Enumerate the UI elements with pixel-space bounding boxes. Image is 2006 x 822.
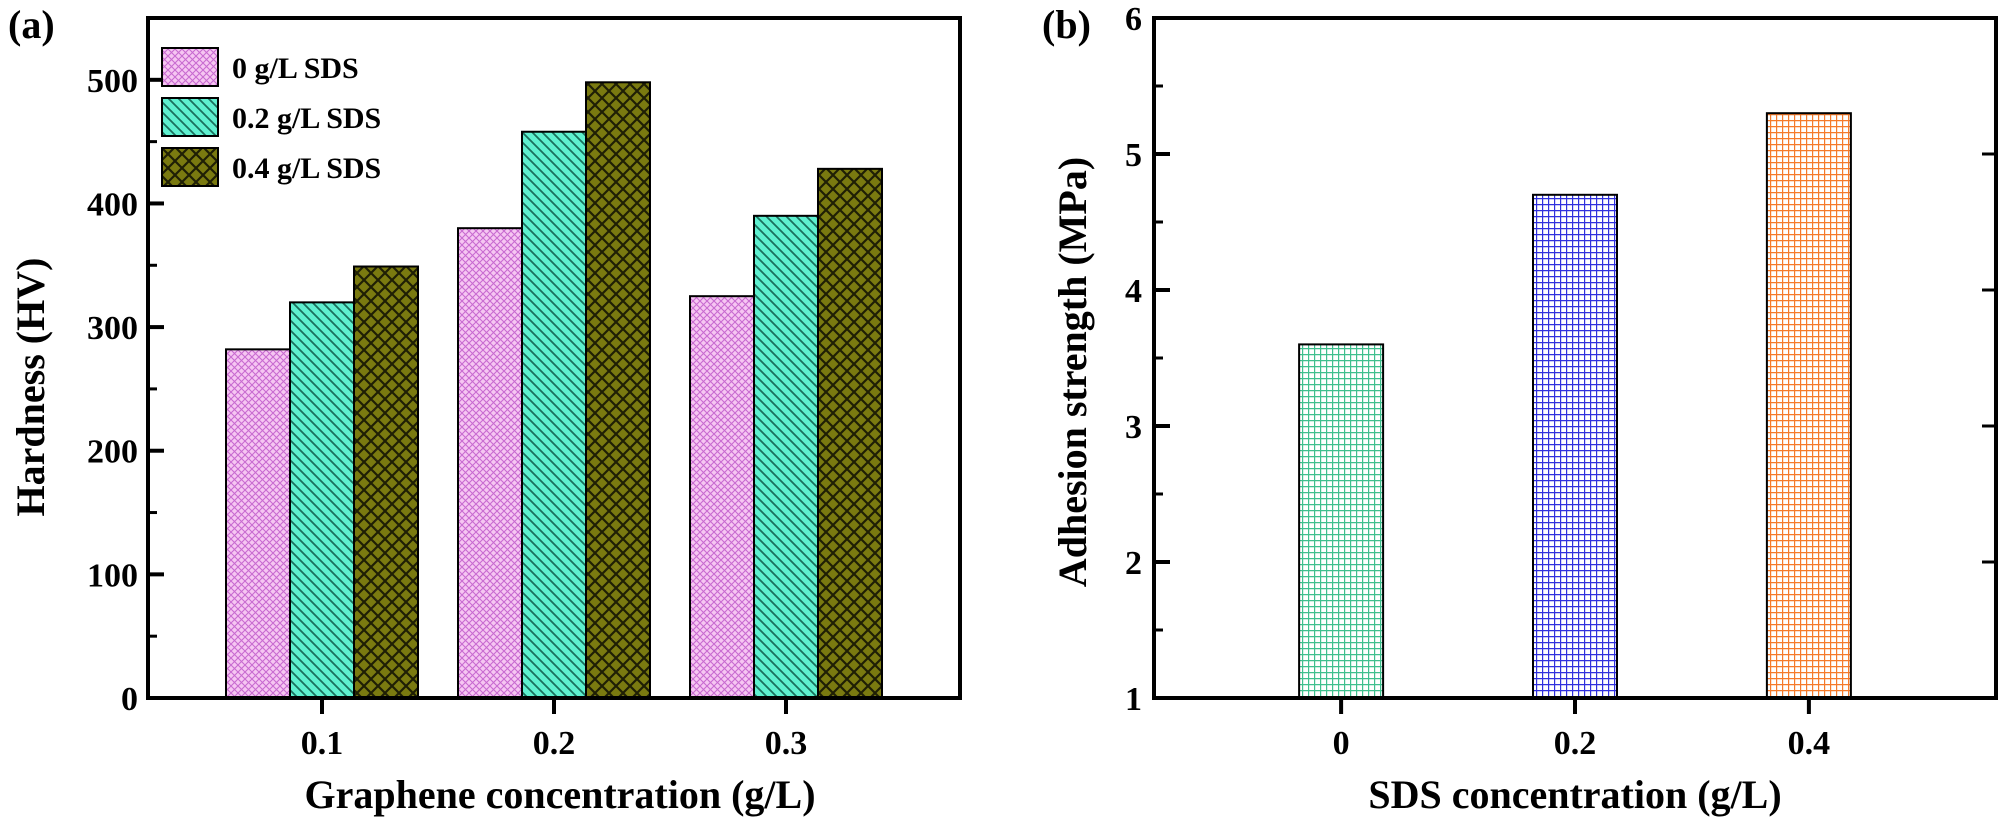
y-tick-label: 400 — [87, 186, 138, 223]
bar — [817, 167, 883, 699]
y-tick-label: 4 — [1125, 273, 1142, 310]
ticks-b: 0 0.2 0.4 1 2 3 4 5 6 — [1125, 1, 1996, 762]
y-tick-label: 100 — [87, 557, 138, 594]
panel-label-b: (b) — [1042, 2, 1091, 47]
bar — [457, 227, 523, 699]
x-tick-label: 0 — [1333, 725, 1350, 762]
bars-b — [1298, 112, 1852, 700]
bar — [689, 295, 755, 699]
x-tick-label: 0.2 — [533, 725, 576, 762]
y-tick-label: 0 — [121, 681, 138, 718]
bars-a — [225, 81, 883, 700]
legend-label: 0 g/L SDS — [232, 52, 359, 85]
legend-a: 0 g/L SDS 0.2 g/L SDS 0.4 g/L SDS — [161, 47, 381, 187]
chart-panel-a: (a) Hardness (HV) Graphene concentration… — [8, 2, 962, 817]
bar — [1532, 193, 1618, 700]
x-tick-label: 0.3 — [765, 725, 808, 762]
chart-panel-b: (b) Adhesion strength (MPa) SDS concentr… — [1042, 1, 1998, 817]
y-tick-label: 500 — [87, 63, 138, 100]
y-tick-label: 200 — [87, 434, 138, 471]
bar — [353, 265, 419, 699]
bar — [1765, 112, 1852, 699]
x-tick-label: 0.2 — [1554, 725, 1597, 762]
bar — [1298, 343, 1385, 699]
ticks-a: 0.1 0.2 0.3 0 100 200 300 400 500 — [87, 63, 807, 762]
y-tick-label: 1 — [1125, 681, 1142, 718]
bar — [225, 348, 291, 699]
legend-label: 0.4 g/L SDS — [232, 152, 381, 185]
x-tick-label: 0.1 — [301, 725, 344, 762]
y-tick-label: 5 — [1125, 137, 1142, 174]
legend-swatch — [161, 147, 219, 187]
legend-label: 0.2 g/L SDS — [232, 102, 381, 135]
y-tick-label: 6 — [1125, 1, 1142, 38]
bar — [289, 301, 355, 699]
bar — [521, 130, 587, 699]
x-axis-title-b: SDS concentration (g/L) — [1368, 772, 1781, 817]
bar — [585, 81, 651, 700]
y-axis-title-b: Adhesion strength (MPa) — [1050, 157, 1095, 587]
legend-swatch — [161, 47, 219, 87]
legend-swatch — [161, 97, 219, 137]
x-axis-title-a: Graphene concentration (g/L) — [304, 772, 815, 817]
y-tick-label: 300 — [87, 310, 138, 347]
x-tick-label: 0.4 — [1788, 725, 1831, 762]
y-axis-title-a: Hardness (HV) — [8, 258, 53, 517]
bar — [753, 214, 819, 699]
panel-label-a: (a) — [8, 2, 55, 47]
y-tick-label: 3 — [1125, 409, 1142, 446]
y-tick-label: 2 — [1125, 545, 1142, 582]
